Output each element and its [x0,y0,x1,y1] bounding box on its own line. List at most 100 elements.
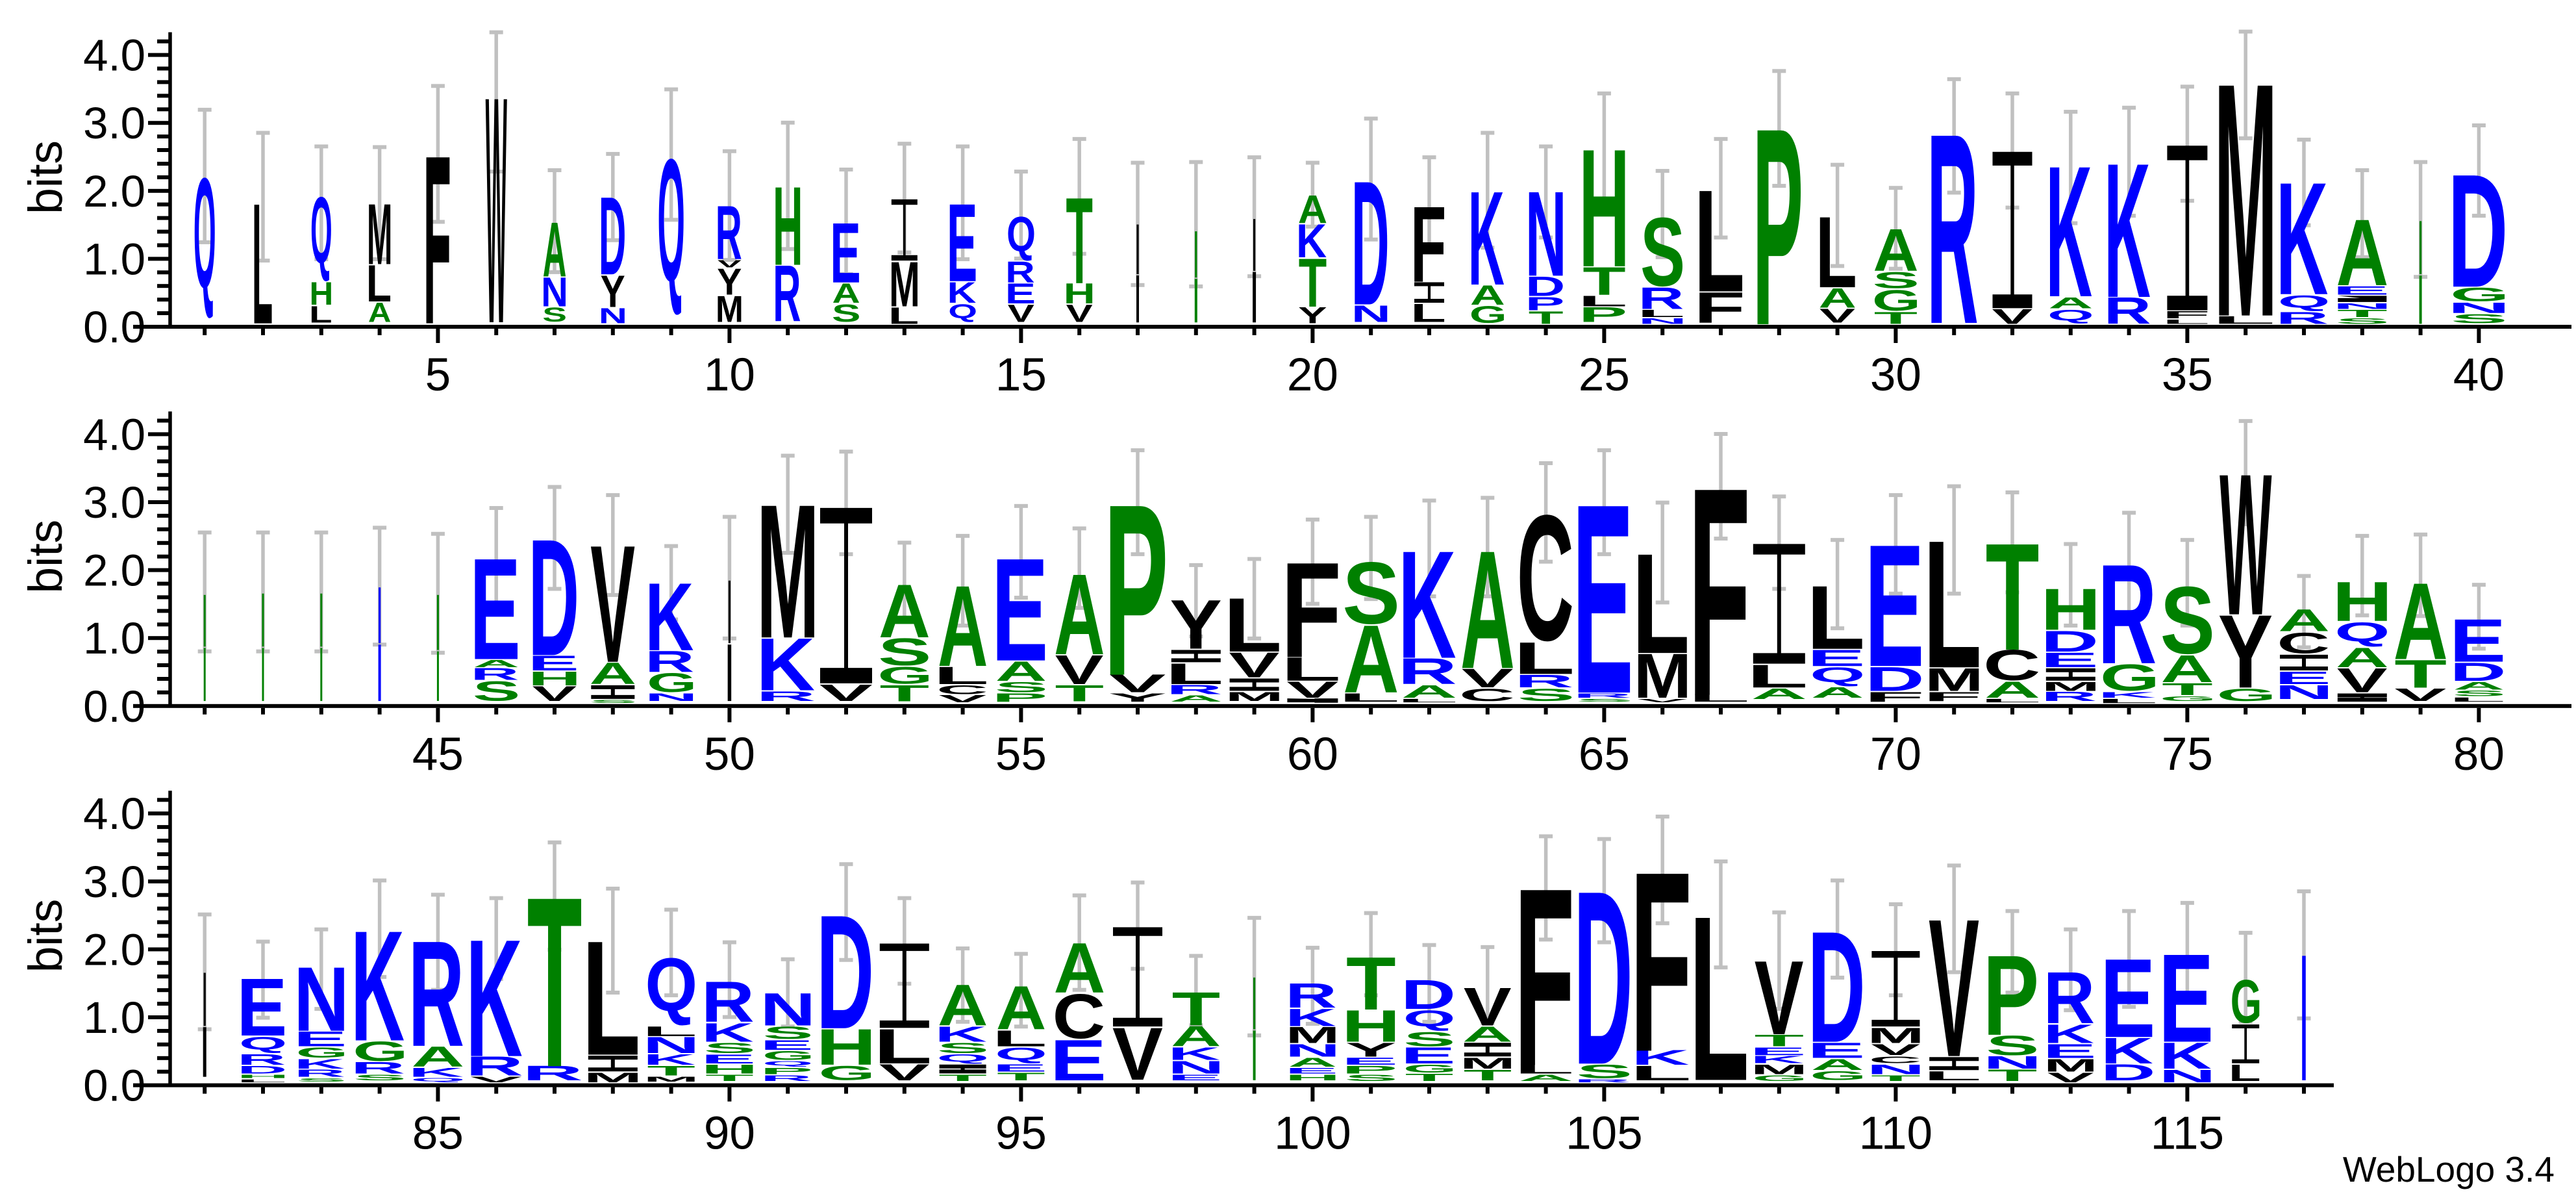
svg-text:D: D [1525,271,1565,302]
svg-text:65: 65 [1579,729,1630,780]
svg-text:1.0: 1.0 [83,613,145,663]
svg-text:Y: Y [1345,1039,1396,1061]
svg-text:M: M [1286,1023,1340,1048]
svg-text:L: L [1688,692,1750,704]
svg-text:V: V [1066,299,1093,327]
svg-text:N: N [294,948,349,1050]
svg-text:D: D [1401,972,1456,1018]
svg-text:D: D [2101,1060,2156,1086]
svg-text:Q: Q [936,1052,989,1063]
svg-text:R: R [2276,309,2329,327]
svg-text:90: 90 [704,1108,755,1160]
svg-text:A: A [412,1041,465,1073]
svg-text:45: 45 [412,729,464,780]
svg-text:F: F [1281,534,1341,686]
svg-text:T: T [880,681,930,706]
svg-text:L: L [873,1019,932,1074]
svg-text:L: L [366,255,392,313]
svg-text:S: S [937,1040,989,1056]
svg-text:S: S [1575,698,1633,703]
svg-text:85: 85 [412,1108,464,1160]
svg-text:A: A [1169,694,1223,704]
svg-text:M: M [2042,679,2100,693]
svg-text:P: P [1579,303,1627,326]
svg-text:L: L [236,1078,287,1083]
svg-text:K: K [408,1065,464,1080]
svg-text:F: F [1694,283,1745,332]
svg-text:A: A [996,973,1047,1043]
svg-text:V: V [1229,645,1279,685]
svg-text:Q: Q [762,1060,813,1067]
svg-text:4.0: 4.0 [83,31,145,81]
svg-text:D: D [2041,625,2099,658]
svg-text:V: V [938,693,986,704]
svg-text:L: L [1397,698,1458,704]
svg-text:E: E [760,1037,814,1053]
svg-text:E: E [470,528,521,690]
svg-text:E: E [830,205,860,301]
svg-text:S: S [1518,685,1575,705]
svg-text:S: S [1640,197,1685,307]
svg-text:D: D [1351,144,1390,342]
svg-text:L: L [1223,583,1282,668]
svg-text:Q: Q [239,1033,287,1053]
svg-text:M: M [367,186,392,283]
svg-text:V: V [1055,647,1104,693]
svg-text:K: K [294,1056,345,1072]
svg-text:S: S [296,1077,347,1082]
svg-text:M: M [1868,1023,1925,1048]
svg-text:R: R [1514,671,1573,691]
svg-text:L: L [992,1026,1047,1051]
svg-text:S: S [542,303,567,326]
svg-text:E: E [2040,648,2099,672]
svg-text:A: A [1811,1056,1864,1074]
svg-text:V: V [1992,305,2033,329]
svg-text:S: S [995,679,1048,695]
svg-text:E: E [2449,607,2506,675]
svg-text:M: M [2214,14,2278,387]
svg-text:T: T [1986,511,2040,682]
svg-text:L: L [1630,1061,1692,1085]
svg-text:M: M [1751,1061,1808,1077]
svg-text:P: P [760,1066,813,1076]
svg-text:N: N [541,269,568,315]
svg-text:Y: Y [717,261,742,303]
svg-text:G: G [647,668,697,698]
svg-text:15: 15 [995,349,1047,401]
svg-text:Q: Q [410,1077,466,1082]
svg-text:E: E [2043,1040,2097,1062]
svg-text:M: M [757,466,819,679]
svg-text:M: M [1460,1054,1516,1072]
svg-text:G: G [296,1045,349,1061]
svg-text:K: K [1631,1046,1690,1069]
svg-text:C: C [1869,1054,1922,1065]
svg-text:D: D [599,174,626,298]
svg-text:C: C [1053,982,1106,1052]
svg-text:R: R [1573,692,1632,698]
svg-text:R: R [466,1052,523,1082]
svg-text:bits: bits [19,899,72,973]
svg-text:K: K [757,622,816,706]
svg-text:A: A [1288,1055,1337,1069]
svg-text:V: V [1008,299,1034,327]
svg-text:T: T [1299,245,1327,322]
svg-text:55: 55 [995,729,1047,780]
svg-text:T: T [1346,941,1396,1026]
svg-text:A: A [2048,294,2093,311]
svg-text:H: H [773,163,803,288]
svg-text:E: E [701,1052,756,1066]
svg-text:S: S [763,1023,814,1043]
svg-text:A: A [2394,560,2448,682]
svg-text:A: A [938,972,988,1038]
svg-text:1.0: 1.0 [83,993,145,1043]
svg-text:Q: Q [310,177,332,283]
svg-text:A: A [1470,280,1505,311]
svg-text:H: H [701,1062,758,1076]
svg-text:N: N [760,983,816,1035]
svg-text:A: A [1401,682,1457,702]
svg-text:T: T [997,1071,1045,1083]
svg-text:K: K [645,564,694,672]
svg-text:E: E [1050,1028,1107,1093]
svg-text:D: D [237,1063,288,1076]
svg-text:E: E [1807,1038,1866,1063]
